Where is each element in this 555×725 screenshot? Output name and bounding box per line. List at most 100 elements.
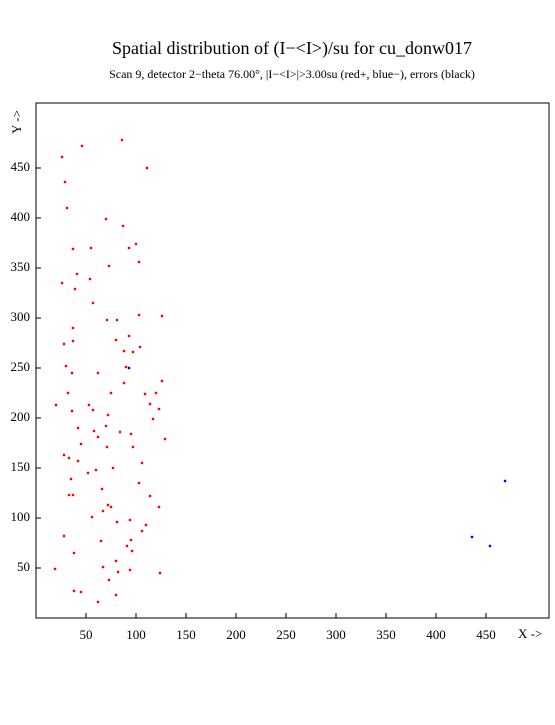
point [137,260,141,264]
point [75,272,79,276]
point [63,180,67,184]
point [71,326,75,330]
point [96,371,100,375]
point [106,503,110,507]
point [158,571,162,575]
point [145,166,149,170]
point [76,426,80,430]
x-tick-label: 100 [126,627,146,642]
point [131,445,135,449]
point [125,544,129,548]
point [122,349,126,353]
point [66,391,70,395]
point [127,366,131,370]
point [105,445,109,449]
point [160,379,164,383]
point [122,381,126,385]
chart-title: Spatial distribution of (I−<I>)/su for c… [112,38,472,59]
x-axis-label: X -> [518,626,542,641]
point [130,549,134,553]
y-tick-label: 350 [11,259,31,274]
point [116,570,120,574]
point [64,364,68,368]
y-tick-label: 150 [11,459,31,474]
point [88,277,92,281]
point [96,435,100,439]
y-tick-label: 200 [11,409,31,424]
point [72,589,76,593]
point [151,417,155,421]
point [128,568,132,572]
point [503,479,507,483]
x-tick-label: 300 [326,627,346,642]
y-tick-label: 250 [11,359,31,374]
point [114,559,118,563]
point [470,535,474,539]
point [131,350,135,354]
point [148,494,152,498]
point [129,432,133,436]
point [121,224,125,228]
point [89,246,93,250]
point [107,264,111,268]
point [104,217,108,221]
point [60,281,64,285]
y-tick-label: 450 [11,159,31,174]
point [127,334,131,338]
point [138,345,142,349]
point [120,138,124,142]
point [134,242,138,246]
point [157,407,161,411]
point [80,144,84,148]
point [62,453,66,457]
point [105,318,109,322]
point [92,429,96,433]
point [106,413,110,417]
point [137,481,141,485]
point [488,544,492,548]
point [76,459,80,463]
point [163,437,167,441]
point [70,409,74,413]
point [114,593,118,597]
point [53,567,57,571]
x-tick-label: 150 [176,627,196,642]
point [86,471,90,475]
plot-frame [35,102,550,619]
x-tick-label: 350 [376,627,396,642]
point [109,505,113,509]
y-tick-label: 400 [11,209,31,224]
point [71,339,75,343]
point [91,408,95,412]
point [65,206,69,210]
point [160,314,164,318]
point [148,402,152,406]
chart-subtitle: Scan 9, detector 2−theta 76.00°, |I−<I>|… [109,67,475,81]
y-tick-label: 300 [11,309,31,324]
point [154,391,158,395]
point [127,246,131,250]
point [157,505,161,509]
point [137,313,141,317]
point [60,155,64,159]
point [71,493,75,497]
point [90,515,94,519]
point [73,287,77,291]
point [54,403,58,407]
point [71,247,75,251]
point [118,430,122,434]
point [143,392,147,396]
point [107,578,111,582]
point [111,466,115,470]
y-tick-label: 100 [11,509,31,524]
x-tick-label: 250 [276,627,296,642]
point [72,551,76,555]
point [79,442,83,446]
y-axis-label: Y -> [9,110,24,134]
point [140,461,144,465]
point [124,365,128,369]
point [91,301,95,305]
point [100,487,104,491]
point [94,468,98,472]
